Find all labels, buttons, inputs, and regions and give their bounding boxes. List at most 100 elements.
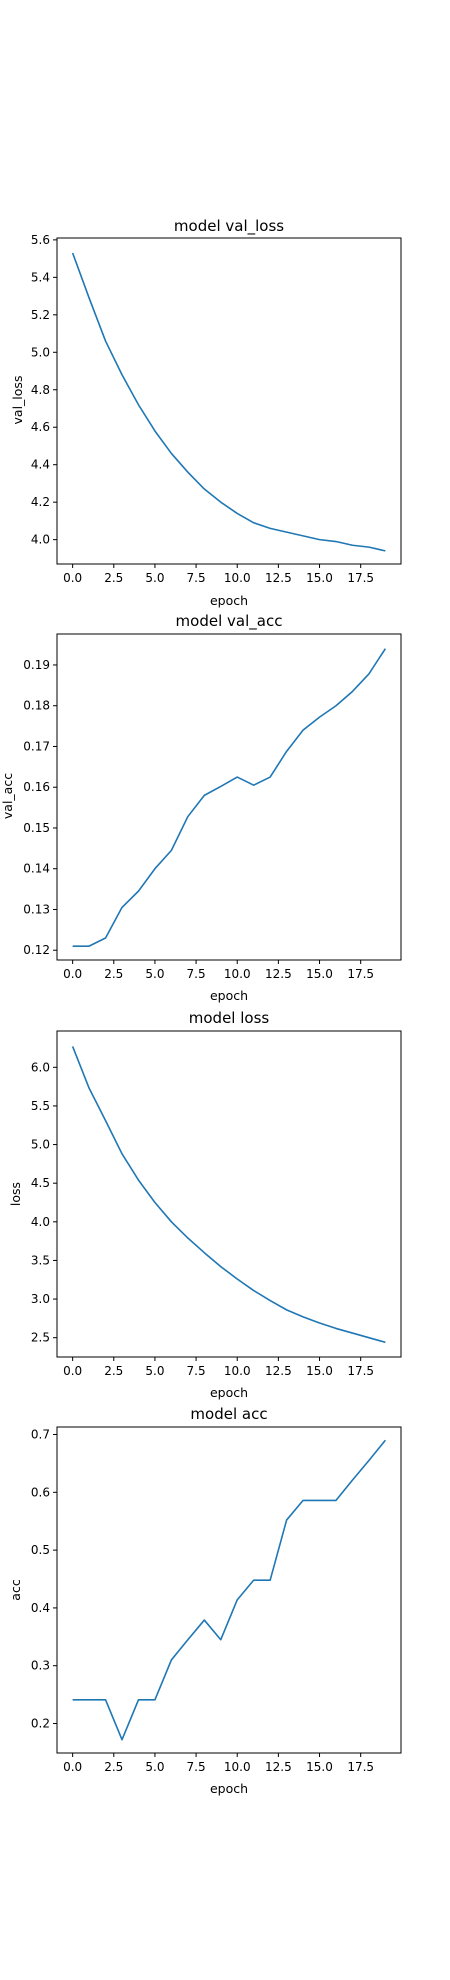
plot-area [71, 252, 386, 552]
y-axis-label: val_acc [0, 773, 15, 819]
x-tick-label: 15.0 [306, 1364, 333, 1378]
y-tick-label: 0.15 [23, 821, 50, 835]
y-tick-label: 0.7 [31, 1428, 50, 1442]
x-tick-label: 10.0 [224, 1364, 251, 1378]
chart-title: model acc [190, 1405, 267, 1423]
y-tick-label: 0.13 [23, 902, 50, 916]
x-tick-label: 12.5 [265, 1760, 292, 1774]
plot-area [72, 648, 387, 947]
y-tick-label: 5.6 [31, 233, 50, 247]
y-tick-label: 4.6 [31, 420, 50, 434]
x-tick-label: 15.0 [306, 1760, 333, 1774]
y-tick-label: 4.8 [31, 383, 50, 397]
x-axis-label: epoch [210, 1781, 248, 1796]
x-tick-label: 2.5 [104, 1760, 123, 1774]
y-axis-label: val_loss [10, 376, 25, 425]
y-tick-label: 0.5 [31, 1543, 50, 1557]
axes-frame [56, 1426, 402, 1754]
x-tick-label: 17.5 [347, 1364, 374, 1378]
y-tick-label: 0.4 [31, 1601, 50, 1615]
axes-frame [56, 1030, 402, 1358]
y-tick-label: 3.5 [31, 1253, 50, 1267]
y-tick-label: 4.0 [31, 533, 50, 547]
y-tick-label: 5.4 [31, 270, 50, 284]
y-axis-label: acc [8, 1579, 23, 1601]
x-axis-label: epoch [210, 1385, 248, 1400]
y-tick-label: 5.5 [31, 1099, 50, 1113]
x-ticks: 0.0 2.5 5.0 7.5 10.0 12.5 15.0 17.5 [63, 1357, 374, 1378]
axes-frame [56, 633, 402, 961]
y-ticks: 0.2 0.3 0.4 0.5 0.6 0.7 [31, 1428, 57, 1731]
x-tick-label: 12.5 [265, 967, 292, 981]
y-tick-label: 0.19 [23, 658, 50, 672]
y-tick-label: 0.18 [23, 699, 50, 713]
y-tick-label: 4.2 [31, 495, 50, 509]
y-tick-label: 0.6 [31, 1485, 50, 1499]
chart-val-loss: model val_loss epoch val_loss 0.0 2.5 5.0 7… [10, 217, 402, 608]
chart-title: model loss [189, 1009, 270, 1027]
x-tick-label: 7.5 [187, 967, 206, 981]
x-tick-label: 5.0 [145, 571, 164, 585]
y-tick-label: 0.16 [23, 780, 50, 794]
chart-acc: model acc epoch acc 0.0 2.5 5.0 7.5 10.0 12.5… [8, 1405, 402, 1796]
x-tick-label: 0.0 [63, 571, 82, 585]
x-tick-label: 5.0 [145, 1364, 164, 1378]
y-tick-label: 5.0 [31, 1138, 50, 1152]
series-line [71, 252, 386, 552]
y-tick-label: 5.0 [31, 345, 50, 359]
x-tick-label: 5.0 [145, 967, 164, 981]
x-tick-label: 0.0 [63, 967, 82, 981]
x-tick-label: 5.0 [145, 1760, 164, 1774]
y-tick-label: 2.5 [31, 1331, 50, 1345]
y-tick-label: 3.0 [31, 1292, 50, 1306]
x-tick-label: 12.5 [265, 1364, 292, 1378]
y-tick-label: 0.2 [31, 1717, 50, 1731]
y-tick-label: 0.14 [23, 862, 50, 876]
series-line [71, 1046, 386, 1344]
x-ticks: 0.0 2.5 5.0 7.5 10.0 12.5 15.0 17.5 [63, 1753, 374, 1774]
plot-area [72, 1439, 386, 1741]
y-tick-label: 4.0 [31, 1215, 50, 1229]
y-tick-label: 0.3 [31, 1659, 50, 1673]
series-line [72, 1439, 386, 1741]
x-tick-label: 17.5 [347, 571, 374, 585]
y-ticks: 4.0 4.2 4.4 4.6 4.8 5.0 5.2 5.4 5.6 [31, 233, 57, 547]
plot-area [71, 1046, 386, 1344]
y-ticks: 0.12 0.13 0.14 0.15 0.16 0.17 0.18 0.19 [23, 658, 57, 957]
x-tick-label: 7.5 [187, 571, 206, 585]
chart-val-acc: model val_acc epoch val_acc 0.0 2.5 5.0 7.5… [0, 612, 402, 1003]
x-tick-label: 17.5 [347, 1760, 374, 1774]
x-ticks: 0.0 2.5 5.0 7.5 10.0 12.5 15.0 17.5 [63, 564, 374, 585]
y-tick-label: 0.12 [23, 943, 50, 957]
x-tick-label: 0.0 [63, 1364, 82, 1378]
chart-title: model val_acc [176, 612, 283, 631]
y-tick-label: 5.2 [31, 308, 50, 322]
x-tick-label: 10.0 [224, 571, 251, 585]
x-tick-label: 10.0 [224, 967, 251, 981]
x-tick-label: 2.5 [104, 571, 123, 585]
y-tick-label: 0.17 [23, 739, 50, 753]
x-tick-label: 2.5 [104, 967, 123, 981]
chart-loss: model loss epoch loss 0.0 2.5 5.0 7.5 10.0 12… [8, 1009, 402, 1400]
axes-frame [56, 237, 402, 565]
x-tick-label: 17.5 [347, 967, 374, 981]
y-tick-label: 4.4 [31, 458, 50, 472]
y-tick-label: 6.0 [31, 1060, 50, 1074]
y-axis-label: loss [8, 1182, 23, 1206]
x-ticks: 0.0 2.5 5.0 7.5 10.0 12.5 15.0 17.5 [63, 960, 374, 981]
x-tick-label: 2.5 [104, 1364, 123, 1378]
x-axis-label: epoch [210, 988, 248, 1003]
y-tick-label: 4.5 [31, 1176, 50, 1190]
y-ticks: 2.5 3.0 3.5 4.0 4.5 5.0 5.5 6.0 [31, 1060, 57, 1345]
x-tick-label: 10.0 [224, 1760, 251, 1774]
x-tick-label: 0.0 [63, 1760, 82, 1774]
x-tick-label: 15.0 [306, 967, 333, 981]
x-tick-label: 12.5 [265, 571, 292, 585]
x-tick-label: 15.0 [306, 571, 333, 585]
x-axis-label: epoch [210, 593, 248, 608]
series-line [72, 648, 387, 947]
x-tick-label: 7.5 [187, 1760, 206, 1774]
chart-title: model val_loss [174, 217, 284, 236]
x-tick-label: 7.5 [187, 1364, 206, 1378]
